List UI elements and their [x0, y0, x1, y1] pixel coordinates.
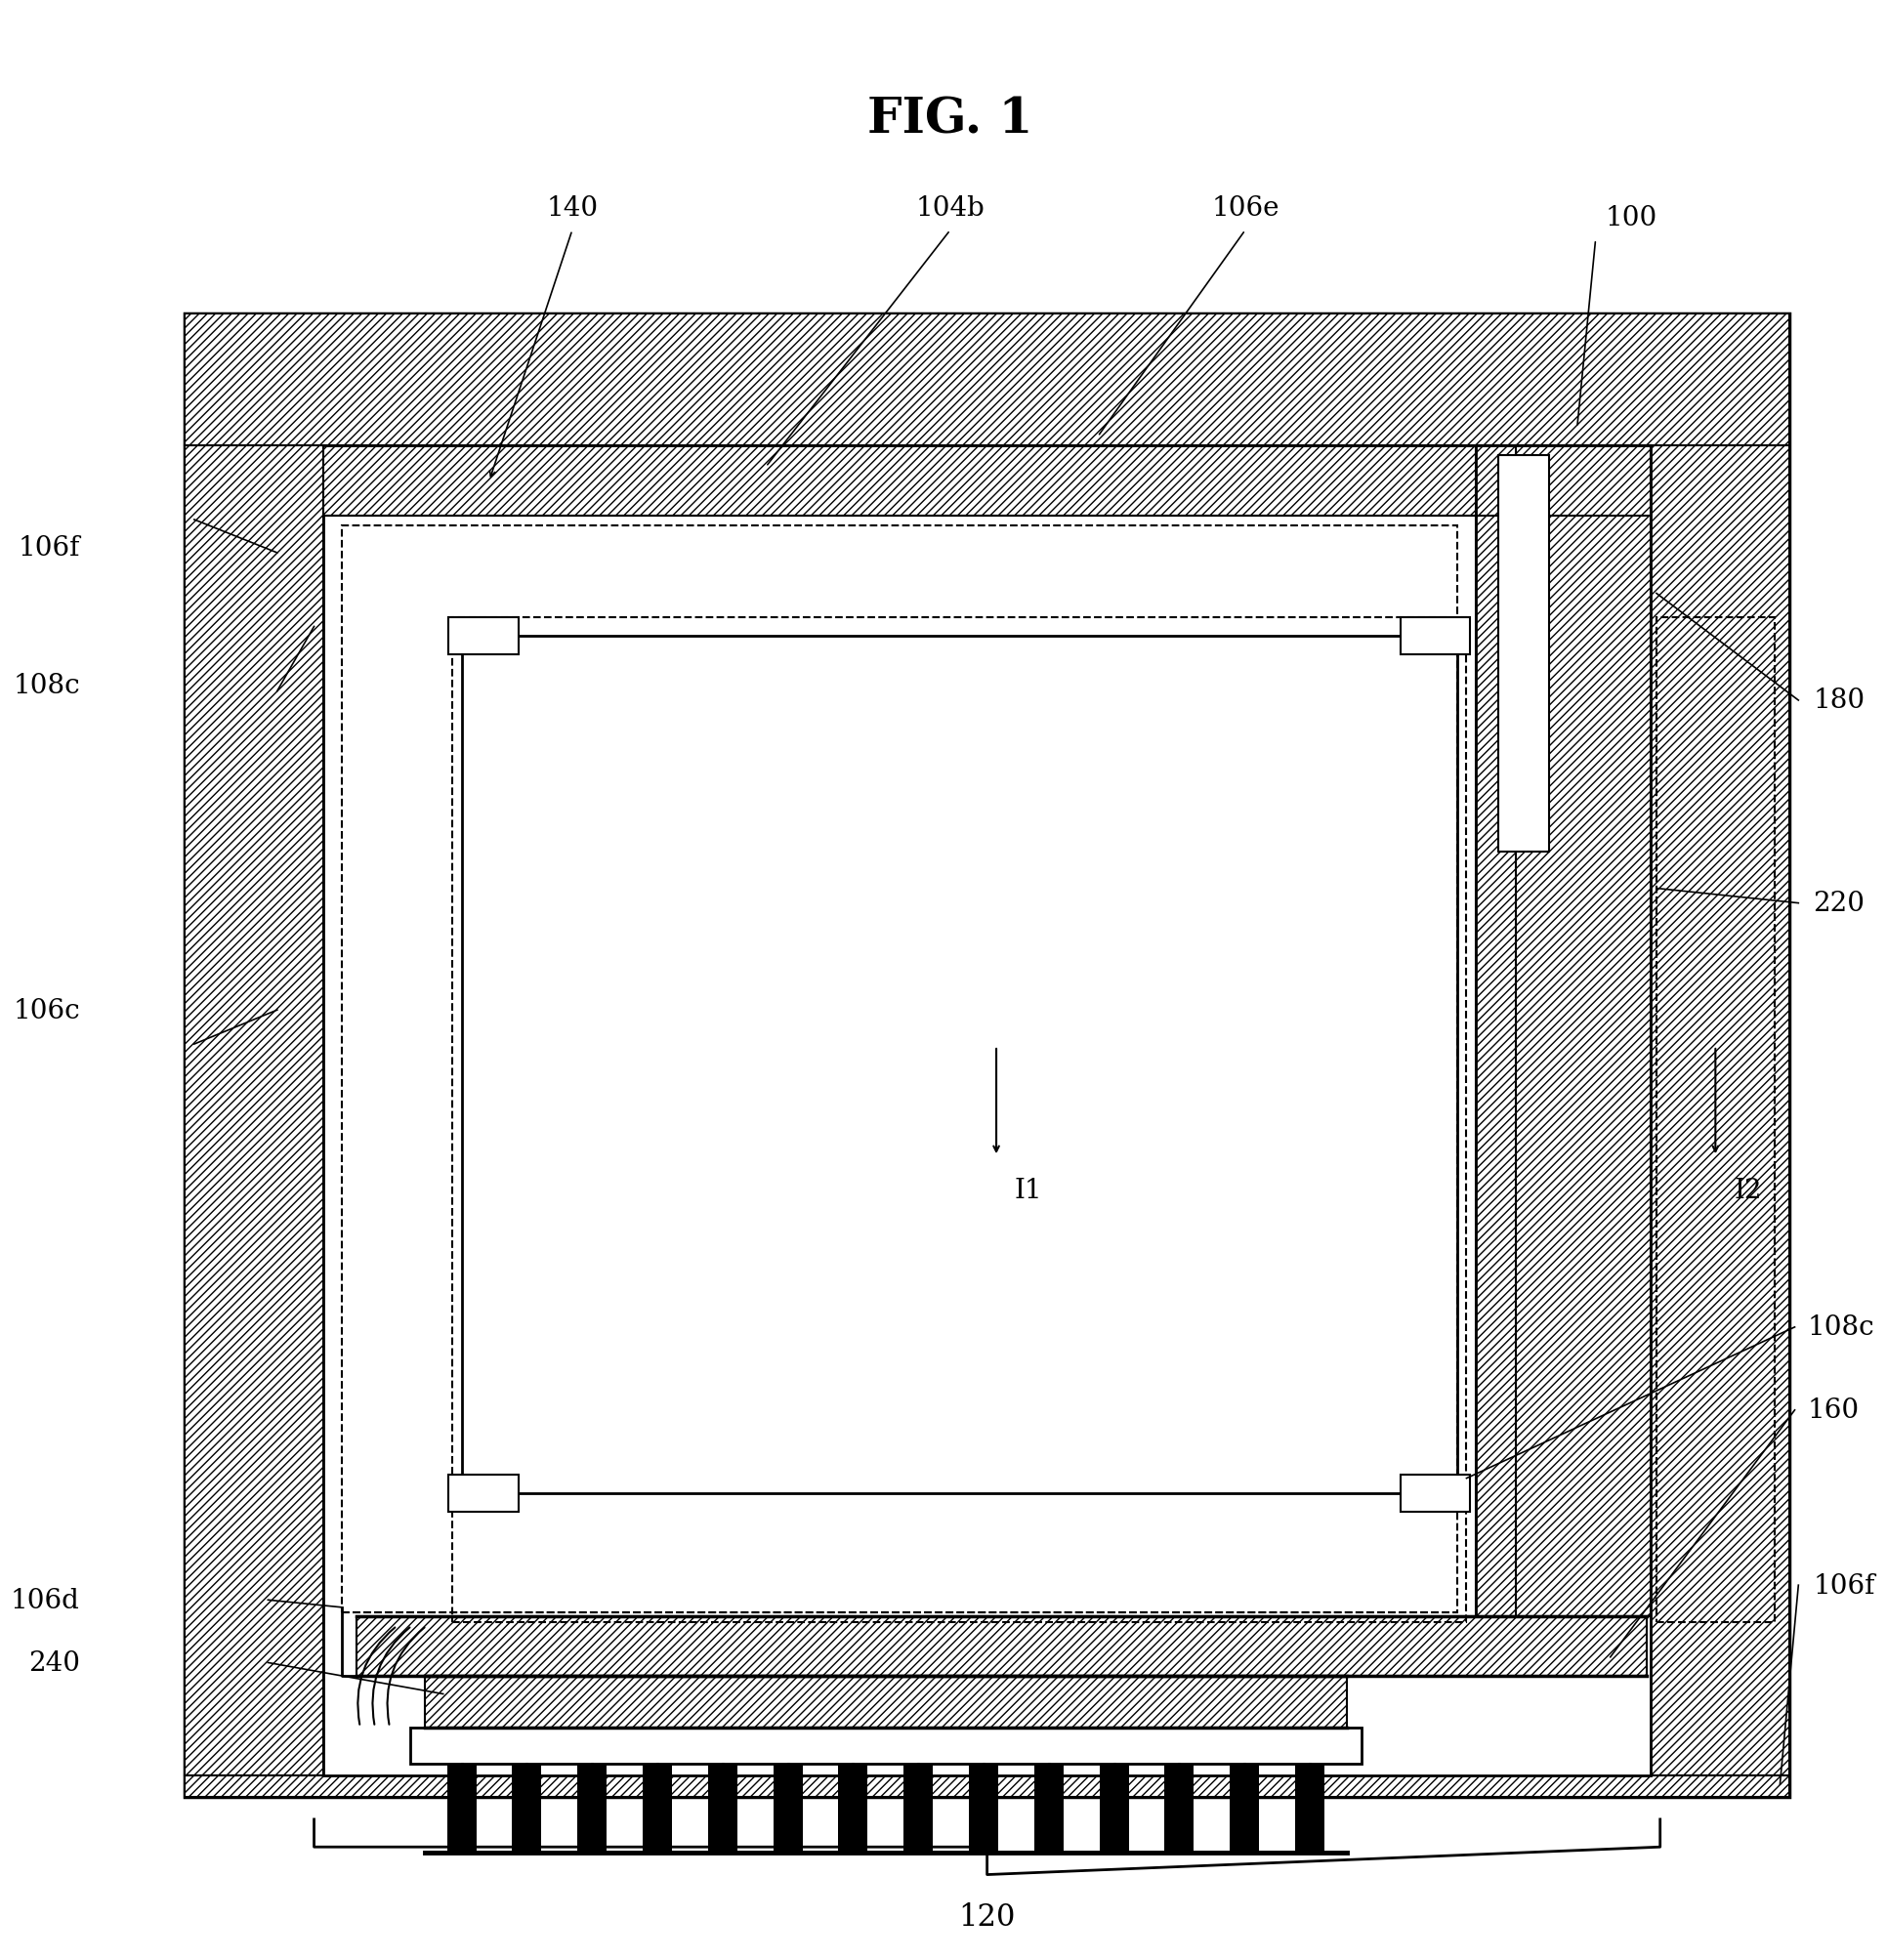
Text: 240: 240 [28, 1650, 79, 1676]
Bar [185, 314, 1789, 447]
Text: 104b: 104b [915, 196, 985, 221]
Text: 106c: 106c [13, 998, 79, 1023]
Bar [1655, 617, 1774, 1623]
Bar [1164, 1764, 1193, 1852]
Bar [1294, 1764, 1325, 1852]
Bar [449, 1474, 519, 1511]
Bar [323, 447, 1649, 517]
Text: 108c: 108c [13, 672, 79, 700]
Text: 106f: 106f [1812, 1572, 1874, 1599]
Text: 220: 220 [1812, 890, 1864, 917]
Bar [1034, 1764, 1062, 1852]
Text: 120: 120 [959, 1901, 1015, 1931]
Bar [425, 1676, 1345, 1727]
Bar [838, 1764, 868, 1852]
Bar [453, 617, 1466, 1623]
Text: FIG. 1: FIG. 1 [866, 96, 1032, 145]
Bar [968, 1764, 998, 1852]
Text: 100: 100 [1604, 204, 1657, 231]
Bar [772, 1764, 802, 1852]
Bar [577, 1764, 606, 1852]
Bar [460, 637, 1457, 1494]
Bar [323, 447, 1649, 1776]
Text: 108c: 108c [1806, 1313, 1874, 1341]
Bar [1228, 1764, 1259, 1852]
Bar [511, 1764, 542, 1852]
Text: 106e: 106e [1211, 196, 1279, 221]
Bar [449, 617, 519, 655]
Bar [1476, 447, 1649, 1617]
Bar [357, 1617, 1645, 1676]
Bar [1400, 617, 1470, 655]
Bar [1649, 447, 1789, 1776]
Text: I2: I2 [1732, 1176, 1761, 1203]
Text: 140: 140 [545, 196, 598, 221]
Bar [185, 1776, 1789, 1797]
Text: 180: 180 [1812, 688, 1864, 713]
Bar [185, 447, 323, 1776]
Text: I1: I1 [1013, 1176, 1042, 1203]
Bar [1496, 457, 1549, 853]
Bar [904, 1764, 932, 1852]
Bar [1400, 1474, 1470, 1511]
Text: 106f: 106f [17, 535, 79, 561]
Bar [1098, 1764, 1128, 1852]
Bar [447, 1764, 476, 1852]
Bar [642, 1764, 672, 1852]
Bar [185, 314, 1789, 1797]
Text: 160: 160 [1806, 1397, 1859, 1423]
Bar [409, 1727, 1361, 1764]
Text: 106d: 106d [11, 1588, 79, 1613]
Bar [708, 1764, 736, 1852]
Bar [342, 525, 1457, 1613]
